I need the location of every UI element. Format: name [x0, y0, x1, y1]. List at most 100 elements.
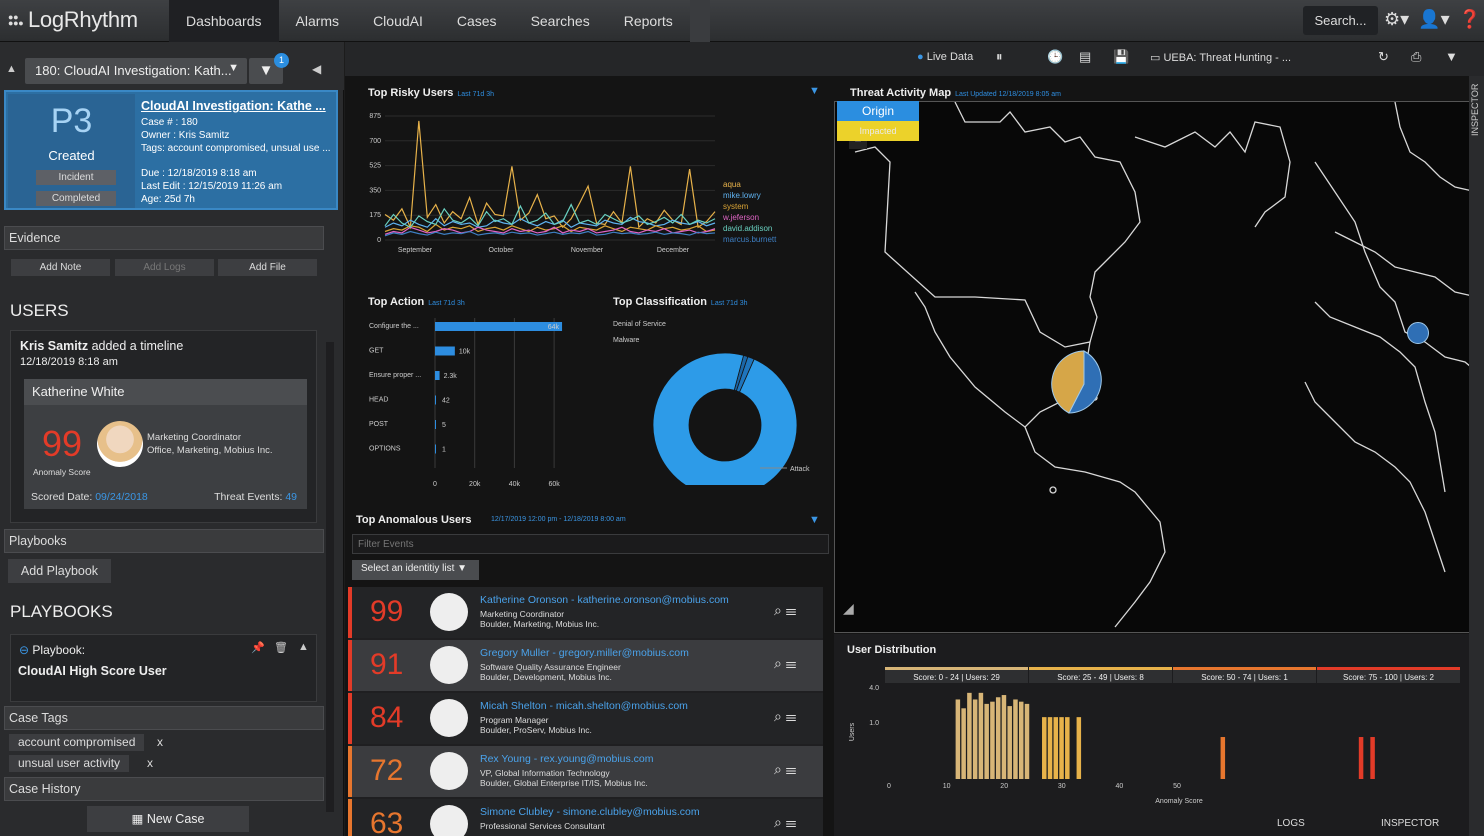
anomalous-user-row[interactable]: 63 Simone Clubley - simone.clubley@mobius… [348, 799, 823, 836]
remove-tag-button[interactable]: x [157, 735, 163, 749]
playbook-card[interactable]: ⊖ Playbook: CloudAI High Score User 📌 🗑 … [10, 634, 317, 702]
search-list-icons[interactable]: ⌕ ☰ [774, 708, 797, 724]
filter-icon[interactable]: ▼ [809, 514, 820, 526]
search-list-icons[interactable]: ⌕ ☰ [774, 655, 797, 671]
risky-users-title: Top Risky Users Last 71d 3h [368, 87, 494, 99]
top-class-title-text: Top Classification [613, 296, 707, 308]
top-action-title-text: Top Action [368, 296, 425, 308]
scored-date-row: Scored Date: 09/24/2018 [31, 491, 148, 503]
identity-list-select[interactable]: Select an identitiy list ▼ [352, 560, 479, 580]
new-case-label: New Case [146, 812, 205, 826]
anomalous-user-row[interactable]: 72 Rex Young - rex.young@mobius.com VP, Gl… [348, 746, 823, 797]
pause-icon[interactable]: ⏸ [996, 49, 1003, 64]
search-list-icons[interactable]: ⌕ ☰ [774, 814, 797, 830]
dashboard-selector[interactable]: ▭ UEBA: Threat Hunting - ... [1150, 51, 1291, 64]
refresh-icon[interactable]: ↻ [1378, 49, 1389, 64]
user-name-link[interactable]: Rex Young - rex.young@mobius.com [480, 753, 654, 765]
threat-events-value[interactable]: 49 [285, 491, 297, 503]
main-nav: Dashboards Alarms CloudAI Cases Searches… [169, 0, 710, 42]
slice-label: Malware [613, 337, 640, 344]
evidence-header[interactable]: Evidence [4, 226, 324, 250]
live-data-label: Live Data [926, 51, 974, 63]
help-icon[interactable]: ❓ [1458, 9, 1482, 29]
case-selector[interactable]: 180: CloudAI Investigation: Kath... ▼ [25, 58, 247, 84]
case-tags-header[interactable]: Case Tags [4, 706, 324, 730]
resize-handle-icon[interactable]: ◢ [843, 600, 854, 616]
logs-tab[interactable]: LOGS [1277, 818, 1305, 829]
histogram-bar [978, 692, 984, 779]
nav-cloudai[interactable]: CloudAI [373, 13, 423, 29]
anomalous-user-row[interactable]: 91 Gregory Muller - gregory.miller@mobius… [348, 640, 823, 691]
left-scrollbar[interactable] [326, 342, 334, 812]
score-band[interactable]: Score: 50 - 74 | Users: 1 [1173, 667, 1316, 683]
score-band[interactable]: Score: 0 - 24 | Users: 29 [885, 667, 1028, 683]
user-name-link[interactable]: Katherine Oronson - katherine.oronson@mo… [480, 594, 729, 606]
playbook-name: CloudAI High Score User [18, 664, 167, 678]
remove-tag-button[interactable]: x [147, 756, 153, 770]
live-data-toggle[interactable]: ● Live Data [917, 51, 973, 63]
nav-searches[interactable]: Searches [530, 13, 590, 29]
scored-date-value[interactable]: 09/24/2018 [95, 491, 148, 503]
save-icon[interactable]: 💾 [1113, 49, 1130, 64]
new-case-button[interactable]: ▦ New Case [87, 806, 249, 832]
playbooks-header[interactable]: Playbooks [4, 529, 324, 553]
trash-icon[interactable]: 🗑 [274, 642, 288, 654]
histogram-bar [1358, 737, 1364, 779]
user-icon[interactable]: 👤▾ [1418, 9, 1450, 29]
pin-icon[interactable]: 📌 [251, 642, 265, 654]
histogram-bar [1047, 717, 1053, 779]
case-card[interactable]: P3 Created Incident Completed CloudAI In… [4, 90, 338, 210]
anomalous-user-row[interactable]: 84 Micah Shelton - micah.shelton@mobius.c… [348, 693, 823, 744]
case-history-header[interactable]: Case History [4, 777, 324, 801]
score-band[interactable]: Score: 25 - 49 | Users: 8 [1029, 667, 1172, 683]
nav-dashboards[interactable]: Dashboards [169, 0, 279, 42]
add-playbook-button[interactable]: Add Playbook [8, 559, 111, 583]
filter-events-input[interactable] [352, 534, 829, 554]
user-name-link[interactable]: Simone Clubley - simone.clubley@mobius.c… [480, 806, 700, 818]
add-file-button[interactable]: Add File [218, 259, 317, 276]
logrhythm-logo[interactable]: ●● ●●● LogRhythm [8, 7, 138, 33]
nav-reports[interactable]: Reports [623, 13, 673, 29]
collapse-up-icon[interactable]: ▲ [6, 63, 17, 75]
incident-button[interactable]: Incident [36, 170, 116, 185]
nav-alarms[interactable]: Alarms [295, 13, 340, 29]
search-list-icons[interactable]: ⌕ ☰ [774, 602, 797, 618]
user-name-link[interactable]: Micah Shelton - micah.shelton@mobius.com [480, 700, 688, 712]
histogram-bar [972, 699, 978, 779]
user-name-link[interactable]: Gregory Muller - gregory.miller@mobius.c… [480, 647, 689, 659]
search-button[interactable]: Search... [1303, 6, 1378, 35]
top-class-title: Top Classification Last 71d 3h [613, 296, 748, 308]
add-logs-button[interactable]: Add Logs [115, 259, 214, 276]
risky-users-chart: 0 175 350 525 700 875 September October November… [369, 113, 777, 254]
bar [435, 322, 563, 331]
inspector-tab[interactable]: INSPECTOR [1381, 818, 1440, 829]
chart-icon[interactable]: ▤ [1079, 49, 1092, 64]
search-list-icons[interactable]: ⌕ ☰ [774, 761, 797, 777]
clock-icon[interactable]: 🕒 [1047, 49, 1064, 64]
nav-cases[interactable]: Cases [456, 13, 497, 29]
series-line-system [384, 223, 716, 233]
x-tick-label: December [657, 247, 690, 254]
case-title-link[interactable]: CloudAI Investigation: Kathe ... [141, 99, 326, 113]
add-note-button[interactable]: Add Note [11, 259, 110, 276]
collapse-left-icon[interactable]: ◀ [312, 62, 322, 76]
anomalous-user-row[interactable]: 99 Katherine Oronson - katherine.oronson@… [348, 587, 823, 638]
filter-icon[interactable]: ▼ [1445, 49, 1458, 64]
user-role: Marketing Coordinator Office, Marketing,… [147, 431, 273, 457]
completed-button[interactable]: Completed [36, 191, 116, 206]
inspector-side-tab[interactable]: INSPECTOR [1469, 76, 1484, 836]
anomalous-subtitle: 12/17/2019 12:00 pm - 12/18/2019 8:00 am [491, 516, 626, 523]
score-band[interactable]: Score: 75 - 100 | Users: 2 [1317, 667, 1460, 683]
collapse-icon[interactable]: ▲ [298, 641, 309, 653]
case-last-edit: Last Edit : 12/15/2019 11:26 am [141, 181, 283, 192]
x-tick-label: 20 [1000, 783, 1008, 790]
filter-icon[interactable]: ▼ [809, 85, 820, 97]
settings-sliders-icon[interactable]: ⚙▾ [1384, 9, 1410, 29]
print-icon[interactable]: ⎙ [1411, 49, 1422, 64]
map-threat-marker[interactable] [1407, 322, 1429, 344]
user-title: Marketing Coordinator [480, 609, 565, 619]
user-card[interactable]: Katherine White 99 Anomaly Score Marketi… [24, 379, 307, 509]
threat-map[interactable]: + − ◢ [834, 101, 1478, 633]
user-name: Katherine White [24, 379, 307, 405]
x-tick-label: November [571, 247, 604, 254]
